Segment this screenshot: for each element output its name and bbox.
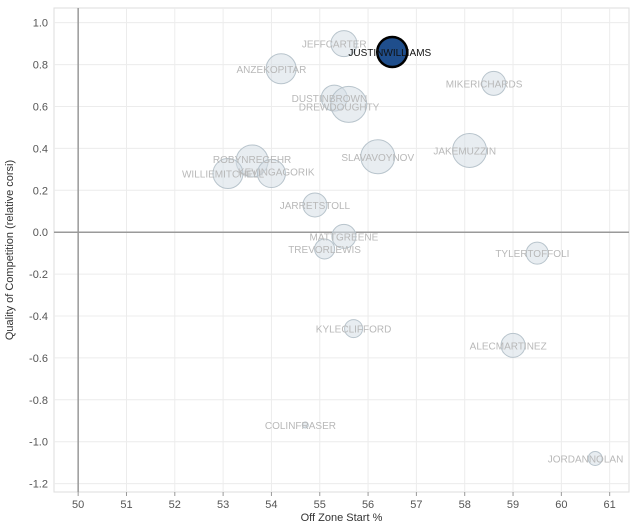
y-tick-label: -0.4 [29, 311, 48, 323]
data-point [330, 30, 358, 58]
x-tick-label: 51 [120, 499, 132, 511]
x-tick-label: 59 [507, 499, 519, 511]
tick-layer: 50 51 52 53 54 55 56 57 58 59 60 61 1.0 0.8 0.6 0.4 0.2 0… [29, 18, 616, 511]
x-tick-label: 55 [314, 499, 326, 511]
y-axis-title: Quality of Competition (relative corsi) [4, 160, 16, 340]
data-point [256, 159, 286, 189]
data-point [331, 223, 357, 249]
data-point [481, 70, 507, 96]
data-point [360, 139, 396, 175]
data-point [525, 241, 549, 265]
point-label: ANZEKOPITAR [237, 65, 307, 76]
bubble-layer [212, 30, 603, 466]
point-label: SLAVAVOYNOV [341, 153, 414, 164]
y-tick-label: 1.0 [33, 18, 48, 30]
y-tick-label: 0.2 [33, 185, 48, 197]
data-point [500, 332, 526, 358]
point-label: DUSTINBROWN [292, 94, 368, 105]
point-label: DREWDOUGHTY [299, 102, 380, 113]
x-tick-label: 58 [459, 499, 471, 511]
x-tick-label: 50 [72, 499, 84, 511]
data-point [330, 85, 368, 123]
point-label: JUSTINWILLIAMS [348, 48, 431, 59]
point-label: KEVINGAGORIK [238, 167, 315, 178]
y-tick-label: -1.2 [29, 479, 48, 491]
y-tick-label: 0.4 [33, 143, 48, 155]
x-tick-label: 52 [169, 499, 181, 511]
point-label: JARRETSTOLL [280, 201, 351, 212]
point-label: TYLERTOFFOLI [495, 249, 569, 260]
data-point [302, 192, 328, 218]
data-point [452, 132, 488, 168]
data-point [314, 238, 336, 260]
x-tick-label: 56 [362, 499, 374, 511]
y-tick-label: 0.0 [33, 227, 48, 239]
point-label: WILLIEMITCHELL [182, 170, 265, 181]
point-label: MIKERICHARDS [446, 79, 523, 90]
point-label: JAKEMUZZIN [433, 146, 496, 157]
x-tick-label: 53 [217, 499, 229, 511]
x-tick-label: 54 [265, 499, 277, 511]
y-tick-label: -1.0 [29, 437, 48, 449]
y-tick-label: 0.6 [33, 101, 48, 113]
x-tick-label: 60 [555, 499, 567, 511]
point-label: ROBYNREGEHR [213, 155, 291, 166]
x-axis-title: Off Zone Start % [301, 512, 383, 524]
point-label: KYLECLIFFORD [316, 325, 392, 336]
data-point [212, 158, 244, 190]
x-tick-label: 57 [410, 499, 422, 511]
data-point [265, 53, 297, 85]
point-label: MATTGREENE [310, 232, 379, 243]
y-tick-label: -0.8 [29, 395, 48, 407]
data-point [344, 319, 364, 339]
point-label: JORDANNOLAN [548, 454, 624, 465]
data-point [375, 35, 409, 69]
y-tick-label: 0.8 [33, 60, 48, 72]
y-tick-label: -0.2 [29, 269, 48, 281]
point-label: COLINFRASER [265, 421, 336, 432]
point-label: TREVORLEWIS [288, 245, 361, 256]
point-label: JEFFCARTER [302, 40, 367, 51]
y-tick-label: -0.6 [29, 353, 48, 365]
data-point [301, 421, 309, 429]
x-tick-label: 61 [604, 499, 616, 511]
data-point [587, 450, 603, 466]
point-label: ALECMARTINEZ [470, 341, 547, 352]
